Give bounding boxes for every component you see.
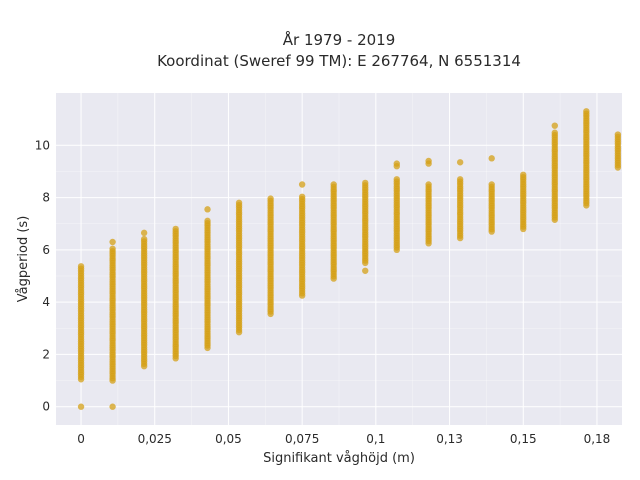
scatter-point bbox=[583, 108, 590, 115]
scatter-point bbox=[520, 171, 527, 179]
scatter-point bbox=[109, 403, 116, 410]
x-tick-label: 0,13 bbox=[436, 432, 463, 446]
scatter-point bbox=[140, 235, 148, 243]
y-tick-label: 4 bbox=[42, 295, 50, 309]
chart-title-line-1: År 1979 - 2019 bbox=[283, 30, 396, 49]
x-tick-label: 0 bbox=[77, 432, 85, 446]
scatter-point bbox=[362, 267, 369, 274]
scatter-point bbox=[267, 195, 274, 202]
scatter-point bbox=[425, 181, 432, 188]
scatter-point bbox=[456, 176, 464, 183]
x-tick-label: 0,025 bbox=[138, 432, 172, 446]
y-tick-label: 2 bbox=[42, 347, 50, 361]
x-axis-label: Signifikant våghöjd (m) bbox=[263, 451, 415, 466]
scatter-point bbox=[393, 176, 400, 183]
y-tick-label: 8 bbox=[42, 191, 50, 205]
marks-layer bbox=[77, 108, 622, 410]
x-ticks-layer: 0 0,025 0,05 0,075 0,1 0,13 0,15 0,18 bbox=[77, 432, 610, 446]
scatter-point bbox=[235, 199, 243, 206]
x-tick-label: 0,075 bbox=[285, 432, 319, 446]
scatter-point bbox=[425, 157, 432, 165]
y-axis-label: Vågperiod (s) bbox=[16, 216, 31, 303]
scatter-point bbox=[172, 225, 179, 233]
x-tick-label: 0,15 bbox=[510, 432, 537, 446]
scatter-point bbox=[551, 129, 558, 136]
y-tick-label: 6 bbox=[42, 243, 50, 257]
scatter-point bbox=[330, 181, 337, 188]
scatter-point bbox=[298, 193, 306, 200]
y-ticks-layer: 0 2 4 6 8 10 bbox=[35, 138, 50, 413]
x-tick-label: 0,05 bbox=[215, 432, 242, 446]
scatter-point bbox=[456, 159, 464, 166]
y-tick-label: 10 bbox=[35, 138, 50, 152]
y-tick-label: 0 bbox=[42, 400, 50, 414]
scatter-point bbox=[109, 238, 116, 246]
scatter-point bbox=[140, 229, 148, 237]
scatter-point bbox=[488, 181, 495, 188]
scatter-point bbox=[204, 217, 211, 225]
x-tick-label: 0,1 bbox=[366, 432, 385, 446]
chart-title-line-2: Koordinat (Sweref 99 TM): E 267764, N 65… bbox=[157, 52, 521, 70]
scatter-point bbox=[77, 403, 85, 410]
scatter-point bbox=[551, 122, 558, 129]
scatter-point bbox=[298, 181, 306, 188]
grid-layer bbox=[56, 93, 622, 425]
scatter-point bbox=[109, 245, 116, 253]
scatter-point bbox=[393, 160, 400, 167]
scatter-point bbox=[614, 131, 622, 138]
scatter-point bbox=[488, 155, 495, 162]
scatter-point bbox=[77, 263, 85, 270]
scatter-point bbox=[204, 206, 211, 213]
scatter-point bbox=[362, 179, 369, 187]
x-tick-label: 0,18 bbox=[584, 432, 611, 446]
